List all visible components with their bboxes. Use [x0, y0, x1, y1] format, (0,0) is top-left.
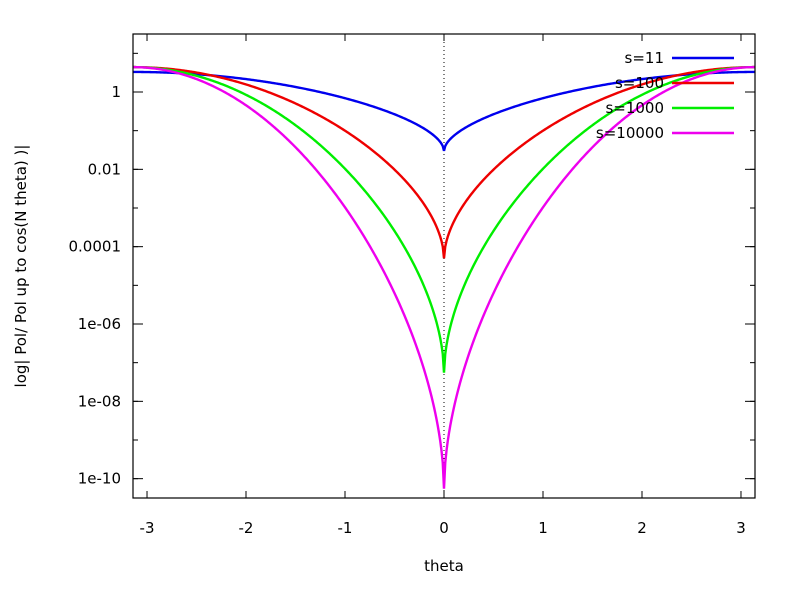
y-axis-label: log| Pol/ Pol up to cos(N theta) )| [12, 145, 30, 388]
x-tick-label: 0 [439, 519, 449, 537]
y-tick-label: 1e-06 [78, 315, 121, 333]
legend: s=11 s=100 s=1000 s=10000 [596, 49, 734, 142]
x-tick-label: -3 [140, 519, 155, 537]
legend-label: s=1000 [605, 99, 664, 117]
y-tick-label: 0.01 [88, 160, 121, 178]
x-axis: -3 -2 -1 0 1 2 3 [140, 34, 746, 537]
series-group [133, 65, 755, 489]
legend-label: s=100 [615, 74, 664, 92]
series-line [133, 65, 755, 373]
x-tick-label: -2 [239, 519, 254, 537]
x-tick-label: 1 [538, 519, 548, 537]
y-tick-label: 1 [111, 83, 121, 101]
legend-label: s=11 [625, 49, 664, 67]
y-tick-label: 0.0001 [69, 238, 122, 256]
y-axis: 1 0.01 0.0001 1e-06 1e-08 1e-10 [69, 52, 755, 488]
legend-label: s=10000 [596, 124, 664, 142]
y-tick-label: 1e-08 [78, 392, 121, 410]
series-line [133, 70, 755, 152]
series-line [133, 65, 755, 259]
y-tick-label: 1e-10 [78, 470, 121, 488]
series-line [133, 65, 755, 489]
x-tick-label: 3 [736, 519, 746, 537]
x-axis-label: theta [424, 557, 464, 575]
x-tick-label: 2 [637, 519, 647, 537]
x-tick-label: -1 [338, 519, 353, 537]
